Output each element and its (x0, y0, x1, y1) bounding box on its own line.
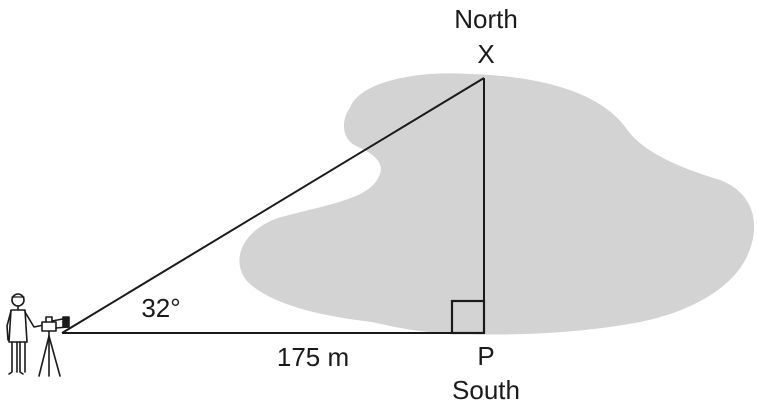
lake-shape (239, 73, 755, 335)
hypotenuse-line (61, 77, 485, 334)
north-label: North (454, 4, 518, 34)
distance-label: 175 m (277, 342, 349, 372)
point-x-label: X (477, 39, 494, 69)
person-with-theodolite-icon (6, 293, 70, 377)
right-angle-marker (450, 299, 486, 335)
point-p-label: P (477, 341, 494, 371)
angle-label: 32° (141, 293, 180, 323)
south-label: South (452, 375, 520, 405)
